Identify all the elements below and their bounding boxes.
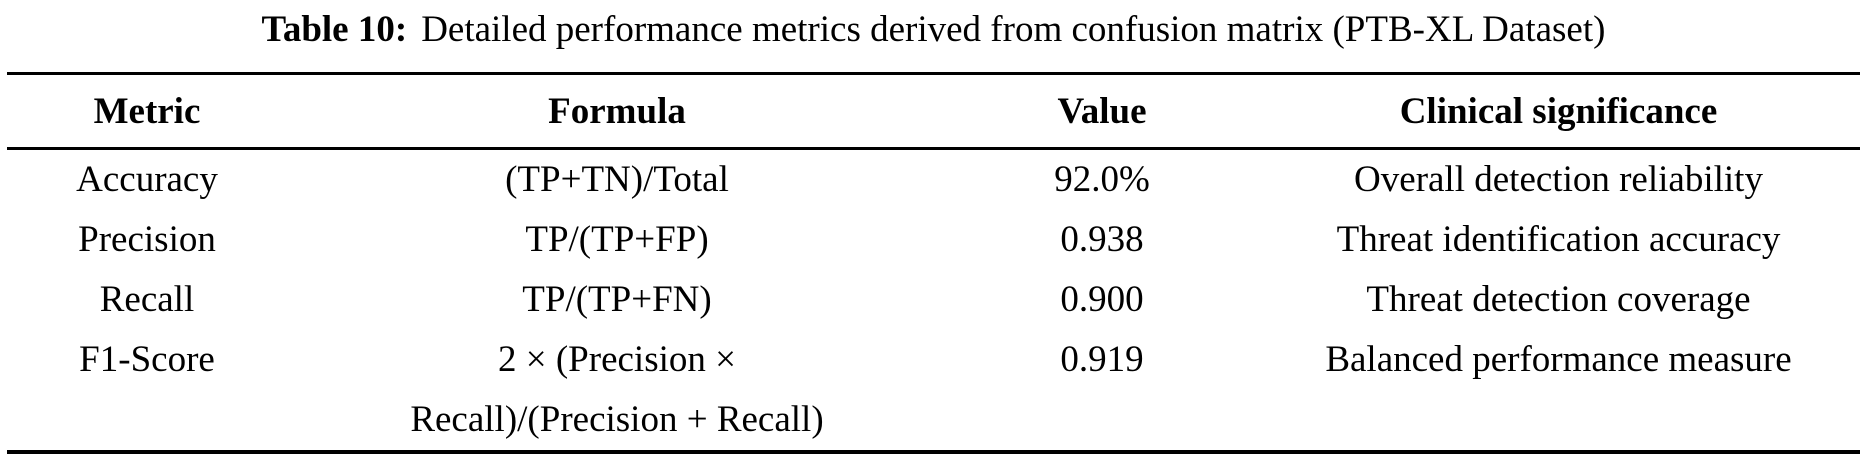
table-caption-label: Table 10: xyxy=(261,9,408,50)
metrics-table: Metric Formula Value Clinical significan… xyxy=(7,72,1860,454)
table-row-f1-score: F1-Score 2 × (Precision × Recall)/(Preci… xyxy=(7,330,1860,452)
metric-cell: Precision xyxy=(78,219,216,260)
formula-cell: TP/(TP+FP) xyxy=(525,219,709,260)
table-row-recall: Recall TP/(TP+FN) 0.900 Threat detection… xyxy=(7,270,1860,330)
value-cell: 0.900 xyxy=(1060,279,1144,320)
header-row: Metric Formula Value Clinical significan… xyxy=(7,73,1860,150)
value-cell: 92.0% xyxy=(1054,159,1150,200)
column-header-value: Value xyxy=(947,73,1257,150)
formula-cell: 2 × (Precision × Recall)/(Precision + Re… xyxy=(410,339,824,440)
metric-cell: F1-Score xyxy=(79,339,215,380)
significance-cell: Threat detection coverage xyxy=(1366,279,1751,320)
table-row-precision: Precision TP/(TP+FP) 0.938 Threat identi… xyxy=(7,210,1860,270)
value-cell: 0.938 xyxy=(1060,219,1144,260)
metric-cell: Recall xyxy=(99,279,195,320)
significance-cell: Overall detection reliability xyxy=(1354,159,1763,200)
column-header-significance: Clinical significance xyxy=(1257,73,1860,150)
formula-cell: (TP+TN)/Total xyxy=(505,159,729,200)
value-cell: 0.919 xyxy=(1060,339,1144,380)
column-header-formula: Formula xyxy=(287,73,947,150)
column-header-metric: Metric xyxy=(7,73,287,150)
table-row-accuracy: Accuracy (TP+TN)/Total 92.0% Overall det… xyxy=(7,149,1860,211)
table-caption-text: Detailed performance metrics derived fro… xyxy=(421,9,1606,50)
significance-cell: Threat identification accuracy xyxy=(1336,219,1781,260)
table-caption: Table 10: Detailed performance metrics de… xyxy=(0,0,1867,72)
significance-cell: Balanced performance measure xyxy=(1325,339,1792,380)
metric-cell: Accuracy xyxy=(76,159,218,200)
formula-cell: TP/(TP+FN) xyxy=(522,279,712,320)
